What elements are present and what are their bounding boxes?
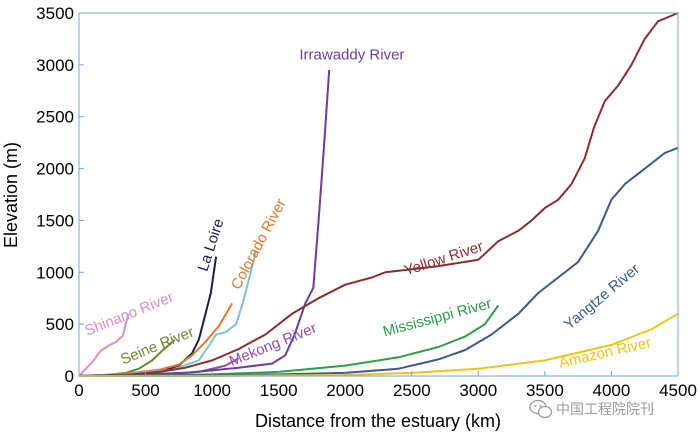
watermark-text: 中国工程院院刊 [556, 402, 654, 418]
plot-lines [78, 12, 679, 377]
x-tick-label: 3500 [526, 381, 564, 400]
label-shinano-river: Shinano River [82, 289, 176, 340]
y-tick-label: 3000 [36, 56, 74, 75]
x-tick-label: 500 [131, 381, 159, 400]
y-tick-label: 0 [65, 367, 74, 386]
x-tick-label: 3000 [459, 381, 497, 400]
label-la-loire: La Loire [195, 217, 228, 274]
y-axis-title: Elevation (m) [1, 142, 21, 248]
wechat-icon [529, 399, 553, 419]
axis-ticks: 0 500 1000 1500 2000 2500 3000 3500 4000 4500 0 500… [36, 4, 697, 400]
plot-frame [78, 12, 679, 377]
x-tick-label: 2000 [326, 381, 364, 400]
label-yellow-river: Yellow River [402, 238, 485, 280]
y-tick-label: 1500 [36, 211, 74, 230]
y-tick-label: 500 [46, 315, 74, 334]
series-line-yellow-river [78, 12, 679, 377]
label-colorado-river: Colorado River [228, 196, 290, 292]
x-tick-label: 4500 [659, 381, 697, 400]
label-irrawaddy-river: Irrawaddy River [299, 47, 404, 64]
series-labels: Irrawaddy River La Loire Colorado River Shi… [82, 47, 653, 372]
series-line-irrawaddy-river [78, 69, 331, 377]
y-tick-label: 1000 [36, 263, 74, 282]
label-yangtze-river: Yangtze River [561, 260, 643, 333]
label-mississippi-river: Mississippi River [381, 295, 493, 340]
label-amazon-river: Amazon River [557, 334, 653, 372]
y-tick-label: 2500 [36, 108, 74, 127]
y-tick-label: 3500 [36, 4, 74, 23]
x-tick-label: 2500 [393, 381, 431, 400]
series-line-yangtze-river [78, 146, 679, 377]
y-tick-label: 2000 [36, 160, 74, 179]
watermark: 中国工程院院刊 [529, 399, 654, 419]
x-tick-label: 1000 [193, 381, 231, 400]
x-tick-label: 1500 [260, 381, 298, 400]
x-tick-label: 0 [74, 381, 83, 400]
x-tick-label: 4000 [593, 381, 631, 400]
x-axis-title: Distance from the estuary (km) [255, 411, 501, 431]
series-line-shinano-river [78, 313, 130, 377]
